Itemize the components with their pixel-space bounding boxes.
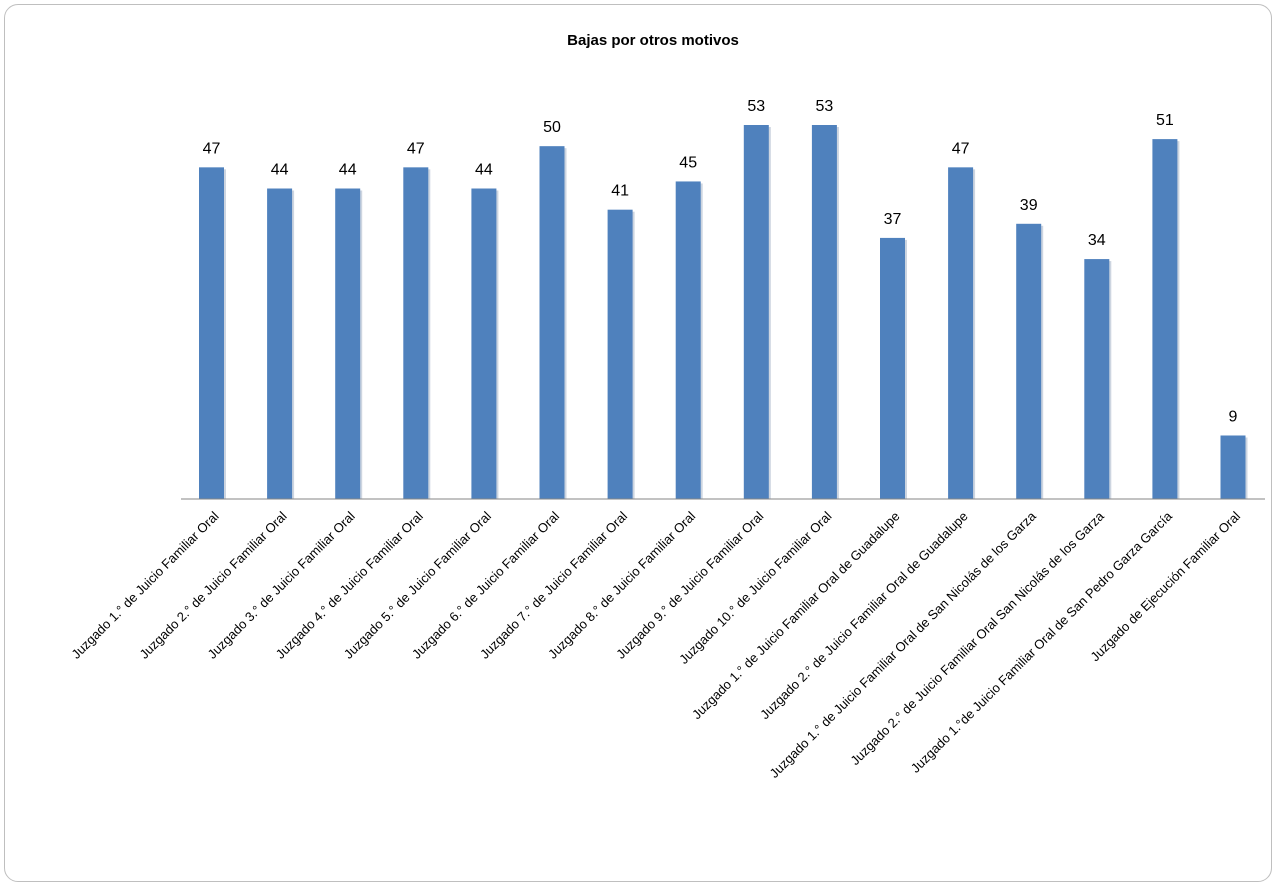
data-label: 53 xyxy=(747,98,765,115)
bars-group xyxy=(199,125,1248,500)
category-label: Juzgado 2.° de Juicio Familiar Oral San … xyxy=(847,508,1107,768)
data-label: 44 xyxy=(475,162,493,179)
bar xyxy=(471,188,497,499)
category-label: Juzgado 10.° de Juicio Familiar Oral xyxy=(676,508,834,666)
chart-title: Bajas por otros motivos xyxy=(567,32,739,49)
data-label: 47 xyxy=(407,140,425,157)
category-label: Juzgado de Ejecución Familiar Oral xyxy=(1087,508,1243,664)
bar xyxy=(811,125,837,499)
bar xyxy=(335,188,361,499)
data-label: 50 xyxy=(543,119,561,136)
bar xyxy=(403,167,429,499)
bar xyxy=(675,181,701,500)
bar xyxy=(1084,259,1110,499)
data-label: 45 xyxy=(679,154,697,171)
chart-frame: Bajas por otros motivos 47 44 44 47 44 50 41 45… xyxy=(4,4,1272,882)
bar-chart: Bajas por otros motivos 47 44 44 47 44 50 41 45… xyxy=(68,32,1265,781)
bar xyxy=(880,237,905,500)
bar xyxy=(267,188,293,499)
data-label: 41 xyxy=(611,183,629,200)
data-label: 51 xyxy=(1156,112,1174,129)
data-label: 47 xyxy=(952,140,970,157)
category-label: Juzgado 6.° de Juicio Familiar Oral xyxy=(409,508,562,661)
data-label: 9 xyxy=(1229,408,1238,425)
category-label: Juzgado 1.° de Juicio Familiar Oral xyxy=(68,508,221,661)
bar xyxy=(948,167,974,499)
category-label: Juzgado 7.° de Juicio Familiar Oral xyxy=(477,508,630,661)
category-label: Juzgado 8.° de Juicio Familiar Oral xyxy=(545,508,698,661)
bar xyxy=(1016,223,1042,499)
bar xyxy=(607,209,633,499)
category-label: Juzgado 3.° de Juicio Familiar Oral xyxy=(205,508,358,661)
bar xyxy=(743,125,769,499)
category-label: Juzgado 5.° de Juicio Familiar Oral xyxy=(341,508,494,661)
category-labels-group: Juzgado 1.° de Juicio Familiar OralJuzga… xyxy=(68,508,1243,781)
data-label: 47 xyxy=(203,140,221,157)
data-label: 44 xyxy=(339,162,357,179)
bar xyxy=(1152,139,1178,499)
data-label: 39 xyxy=(1020,197,1038,214)
bar xyxy=(1220,435,1246,499)
bar xyxy=(539,146,565,500)
data-label: 44 xyxy=(271,162,289,179)
data-label: 34 xyxy=(1088,232,1106,249)
data-label: 53 xyxy=(816,98,834,115)
category-label: Juzgado 1.° de Juicio Familiar Oral de S… xyxy=(767,508,1040,781)
category-label: Juzgado 2.° de Juicio Familiar Oral xyxy=(136,508,289,661)
category-label: Juzgado 4.° de Juicio Familiar Oral xyxy=(273,508,426,661)
data-labels-group: 47 44 44 47 44 50 41 45 53 53 37 47 39 34 51 9 xyxy=(203,98,1238,425)
category-label: Juzgado 9.° de Juicio Familiar Oral xyxy=(613,508,766,661)
bar xyxy=(199,167,224,499)
data-label: 37 xyxy=(884,211,902,228)
category-label: Juzgado 1.°de Juicio Familiar Oral de Sa… xyxy=(908,508,1176,776)
